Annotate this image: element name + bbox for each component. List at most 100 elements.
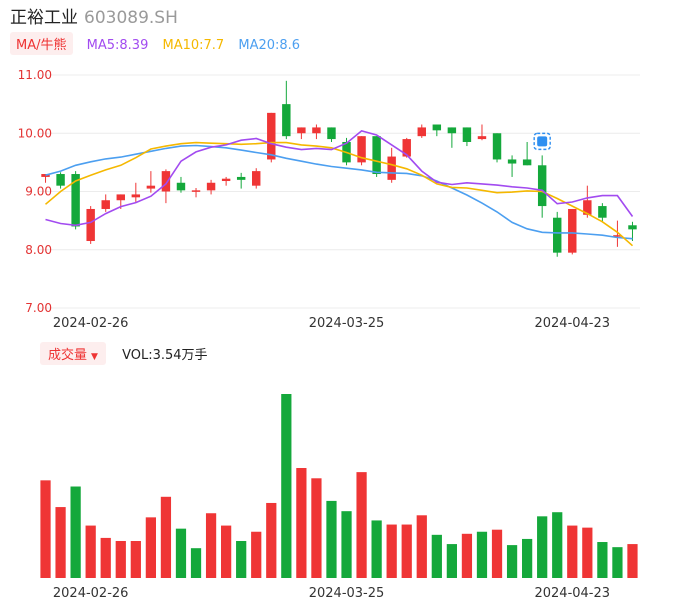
volume-bar: [266, 502, 277, 578]
candle-body: [312, 127, 321, 134]
volume-bar: [40, 480, 51, 578]
candle-body: [41, 174, 50, 177]
candle-body: [387, 156, 396, 180]
candle-body: [116, 194, 125, 201]
volume-bar: [612, 547, 623, 578]
candle-body: [598, 206, 607, 218]
candle-body: [507, 159, 517, 164]
candle-body: [206, 182, 216, 191]
candle-body: [176, 182, 186, 191]
candle-body: [297, 127, 306, 134]
x-tick-label: 2024-02-26: [53, 316, 129, 331]
ma20-legend: MA20:8.6: [238, 38, 301, 53]
candle-body: [56, 174, 65, 186]
volume-indicator-button[interactable]: 成交量 ▼: [40, 342, 106, 365]
event-marker-icon: [537, 136, 548, 147]
candle-body: [221, 178, 231, 182]
volume-bar: [401, 524, 412, 578]
volume-bar: [296, 468, 307, 578]
volume-bar: [506, 545, 518, 578]
volume-bar: [567, 525, 578, 578]
volume-bar: [627, 544, 638, 578]
ma5-legend: MA5:8.39: [86, 38, 149, 53]
volume-bar: [537, 516, 548, 578]
volume-bar: [491, 529, 503, 578]
candle-body: [462, 127, 472, 142]
candle-body: [417, 127, 426, 137]
candle-body: [161, 171, 171, 192]
volume-bar: [446, 544, 457, 578]
volume-x-tick-label: 2024-02-26: [53, 586, 129, 601]
volume-bar: [160, 496, 172, 578]
candle-body: [583, 200, 592, 215]
volume-bar: [130, 540, 141, 578]
candle-body: [568, 208, 577, 253]
volume-bar: [582, 527, 593, 578]
volume-bar: [431, 534, 442, 578]
candle-body: [71, 174, 80, 227]
candle-body: [86, 208, 95, 242]
volume-x-tick-label: 2024-03-25: [309, 586, 385, 601]
candle-body: [327, 127, 336, 140]
stock-name: 正裕工业: [10, 8, 78, 28]
volume-bar: [100, 537, 111, 578]
candle-body: [252, 171, 261, 186]
volume-value: VOL:3.54万手: [122, 348, 208, 363]
candle-body: [357, 136, 366, 163]
stock-title: 正裕工业 603089.SH: [10, 3, 178, 28]
volume-bar: [115, 540, 126, 578]
volume-bar: [190, 548, 202, 578]
candle-body: [553, 217, 562, 253]
candle-body: [146, 185, 156, 189]
y-tick-label: 9.00: [25, 185, 52, 199]
stock-code: 603089.SH: [84, 8, 178, 28]
candle-body: [191, 190, 201, 192]
volume-bar: [145, 517, 156, 578]
volume-bar: [356, 472, 367, 578]
ma-legend: MA/牛熊 MA5:8.39 MA10:7.7 MA20:8.6: [10, 32, 301, 55]
volume-bar: [341, 511, 352, 578]
candle-body: [628, 225, 637, 230]
x-tick-label: 2024-03-25: [309, 316, 385, 331]
volume-bar: [175, 528, 187, 578]
volume-bar: [416, 515, 427, 578]
y-tick-label: 7.00: [25, 301, 52, 315]
candle-body: [402, 139, 411, 157]
event-marker-frame-icon: [533, 132, 551, 151]
x-tick-label: 2024-04-23: [534, 316, 610, 331]
candle-body: [236, 176, 246, 180]
candle-body: [447, 127, 457, 134]
candle-body: [101, 200, 110, 209]
ma10-line: [44, 141, 634, 247]
ma5-line: [45, 130, 634, 227]
volume-bar: [311, 478, 322, 578]
candle-body: [477, 136, 487, 140]
volume-bar: [251, 531, 262, 578]
volume-bar: [326, 500, 337, 578]
volume-bar: [461, 533, 473, 578]
volume-x-tick-label: 2024-04-23: [534, 586, 610, 601]
volume-bar: [205, 513, 217, 578]
candle-body: [537, 165, 547, 207]
volume-bar: [371, 520, 382, 578]
candle-body: [522, 159, 532, 166]
volume-bar: [236, 540, 247, 578]
y-tick-label: 8.00: [25, 243, 52, 257]
candle-body: [492, 133, 502, 160]
volume-legend: 成交量 ▼ VOL:3.54万手: [40, 342, 208, 365]
candle-body: [267, 112, 276, 160]
volume-bar: [70, 486, 81, 578]
candle-body: [372, 136, 381, 175]
y-tick-label: 10.00: [18, 126, 52, 140]
volume-bar: [597, 542, 608, 578]
candle-body: [613, 235, 622, 237]
candle-body: [282, 104, 291, 137]
dropdown-arrow-icon: ▼: [91, 352, 98, 362]
y-tick-label: 11.00: [18, 68, 52, 82]
volume-indicator-label: 成交量: [48, 348, 88, 363]
ma10-legend: MA10:7.7: [162, 38, 225, 53]
ma-toggle-button[interactable]: MA/牛熊: [10, 32, 73, 55]
volume-bar: [522, 538, 533, 578]
candle-body: [432, 124, 442, 131]
